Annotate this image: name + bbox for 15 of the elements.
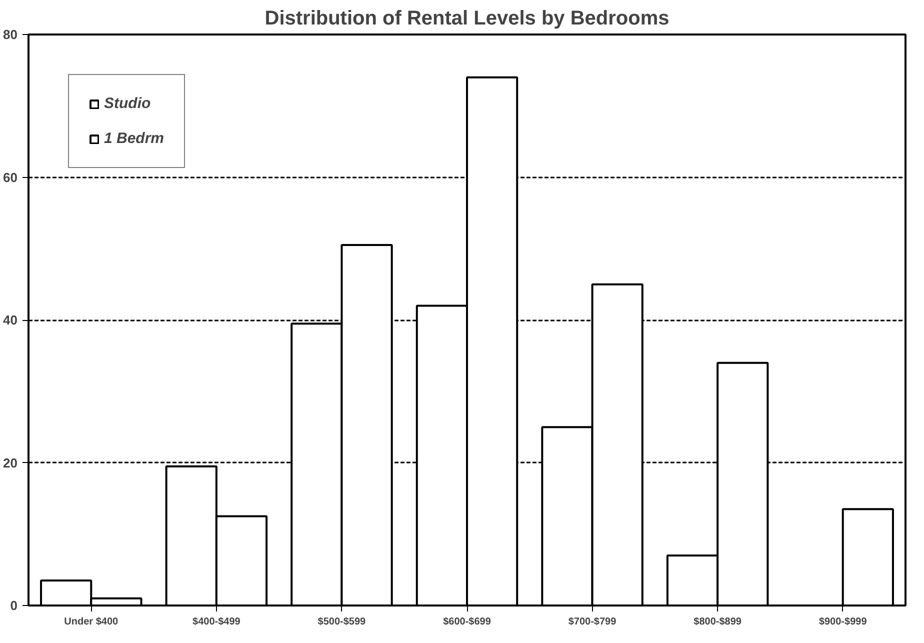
x-tick-label: $600-$699: [443, 616, 492, 628]
y-tick-label: 20: [3, 455, 18, 470]
x-tick-label: $400-$499: [192, 616, 241, 628]
legend-label: Studio: [104, 95, 151, 112]
x-tick-label: $800-$899: [694, 616, 742, 628]
y-tick-label: 80: [3, 27, 18, 42]
legend-label: 1 Bedrm: [104, 130, 164, 147]
chart-title: Distribution of Rental Levels by Bedrooms: [264, 8, 670, 30]
y-tick-label: 60: [3, 170, 18, 185]
x-tick-label: $700-$799: [568, 616, 617, 628]
y-tick-label: 0: [10, 598, 18, 613]
x-tick-label: $900-$999: [818, 616, 868, 628]
x-tick-label: $500-$599: [318, 616, 366, 628]
y-tick-label: 40: [3, 312, 18, 328]
x-tick-label: Under $400: [64, 616, 119, 628]
